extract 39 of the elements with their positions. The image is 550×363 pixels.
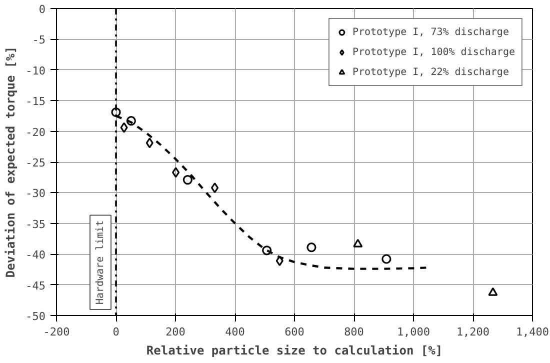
point [146, 138, 154, 148]
point [182, 175, 192, 185]
y-tick-label: -35 [26, 218, 46, 231]
legend-label: Prototype I, 22% discharge [352, 66, 509, 79]
legend-label: Prototype I, 73% discharge [352, 26, 509, 39]
point [210, 182, 219, 194]
y-tick-label: -45 [26, 279, 46, 292]
x-tick-label: 400 [225, 326, 245, 338]
x-tick-label: 1,200 [456, 326, 490, 338]
x-tick-label: 0 [112, 326, 120, 338]
y-tick-label: -20 [26, 126, 46, 139]
x-axis-title: Relative particle size to calculation [%] [146, 344, 443, 358]
point [306, 242, 316, 252]
y-tick-label: -10 [26, 64, 46, 78]
y-tick-label: 0 [38, 3, 46, 16]
ref-line-label: Hardware limit [95, 220, 106, 304]
y-tick-label: -50 [26, 310, 46, 323]
x-tick-label: 1,400 [516, 326, 550, 338]
y-tick-label: -15 [26, 95, 46, 108]
point [126, 116, 136, 126]
x-tick-label: 1,000 [396, 326, 430, 338]
point [111, 107, 121, 118]
y-tick-label: -25 [26, 156, 46, 170]
point [382, 254, 392, 264]
point [262, 246, 272, 256]
point [172, 167, 180, 178]
point [120, 122, 128, 133]
legend-label: Prototype I, 100% discharge [352, 46, 515, 59]
point [276, 256, 284, 266]
y-tick-label: -30 [26, 187, 46, 200]
x-tick-label: 200 [166, 326, 186, 338]
y-tick-label: -40 [26, 248, 46, 262]
x-tick-label: -200 [43, 326, 70, 338]
x-tick-label: 800 [344, 326, 364, 338]
point [353, 238, 363, 248]
x-tick-label: 600 [284, 326, 304, 338]
point [488, 287, 498, 296]
y-axis-title: Deviation of expected torque [%] [4, 46, 18, 278]
y-tick-label: -5 [32, 34, 46, 47]
